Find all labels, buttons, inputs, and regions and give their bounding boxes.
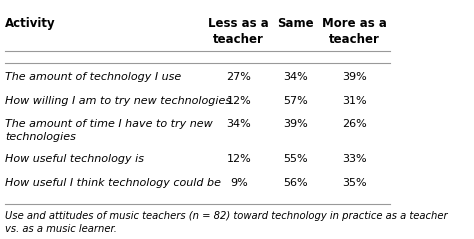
Text: Activity: Activity [5,17,56,30]
Text: How useful I think technology could be: How useful I think technology could be [5,178,221,188]
Text: How willing I am to try new technologies: How willing I am to try new technologies [5,96,231,106]
Text: Same: Same [277,17,314,30]
Text: 26%: 26% [342,119,367,129]
Text: The amount of technology I use: The amount of technology I use [5,72,182,82]
Text: 39%: 39% [283,119,308,129]
Text: How useful technology is: How useful technology is [5,154,144,164]
Text: 55%: 55% [283,154,308,164]
Text: 12%: 12% [227,154,251,164]
Text: 33%: 33% [342,154,367,164]
Text: 39%: 39% [342,72,367,82]
Text: The amount of time I have to try new
technologies: The amount of time I have to try new tec… [5,119,213,142]
Text: 9%: 9% [230,178,247,188]
Text: 57%: 57% [283,96,308,106]
Text: 34%: 34% [283,72,308,82]
Text: 12%: 12% [227,96,251,106]
Text: 31%: 31% [342,96,367,106]
Text: 35%: 35% [342,178,367,188]
Text: Less as a
teacher: Less as a teacher [209,17,269,46]
Text: 34%: 34% [227,119,251,129]
Text: 27%: 27% [226,72,251,82]
Text: 56%: 56% [283,178,308,188]
Text: More as a
teacher: More as a teacher [322,17,387,46]
Text: Use and attitudes of music teachers (n = 82) toward technology in practice as a : Use and attitudes of music teachers (n =… [5,211,448,234]
